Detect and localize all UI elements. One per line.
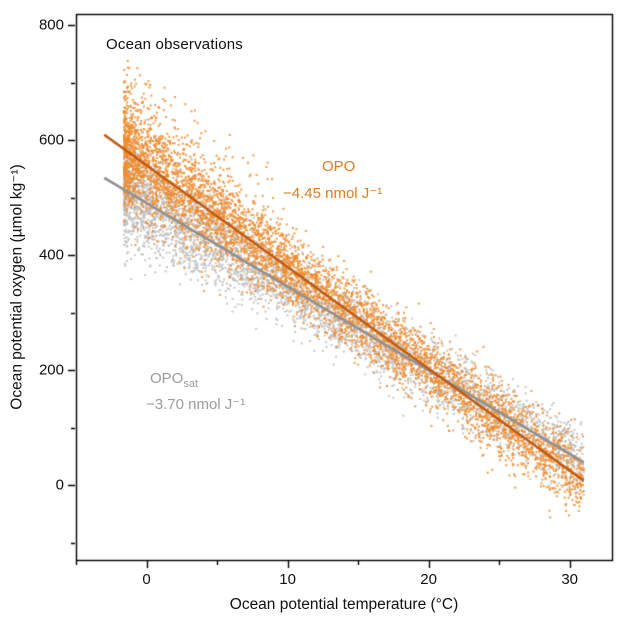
y-tick-label: 600 (38, 131, 64, 149)
y-tick-label: 200 (38, 361, 64, 379)
x-tick-label: 20 (420, 571, 437, 588)
oposat-series-label: OPOsat (150, 370, 198, 390)
oposat-label-subscript: sat (183, 378, 199, 390)
y-tick-label: 800 (38, 16, 64, 34)
oposat-slope-value: −3.70 nmol J⁻¹ (146, 396, 246, 413)
oposat-label-main: OPO (150, 370, 184, 387)
x-tick-label: 0 (142, 571, 151, 588)
x-axis-title: Ocean potential temperature (°C) (229, 596, 459, 613)
x-tick-label: 10 (279, 571, 296, 588)
y-tick-label: 400 (38, 246, 64, 264)
opo-slope-value: −4.45 nmol J⁻¹ (283, 185, 383, 202)
y-tick-label: 0 (55, 476, 64, 494)
plot-title: Ocean observations (106, 36, 244, 53)
y-axis-title: Ocean potential oxygen (µmol kg⁻¹) (8, 164, 26, 410)
opo-series-label: OPO (322, 158, 356, 175)
x-tick-label: 30 (561, 571, 579, 588)
